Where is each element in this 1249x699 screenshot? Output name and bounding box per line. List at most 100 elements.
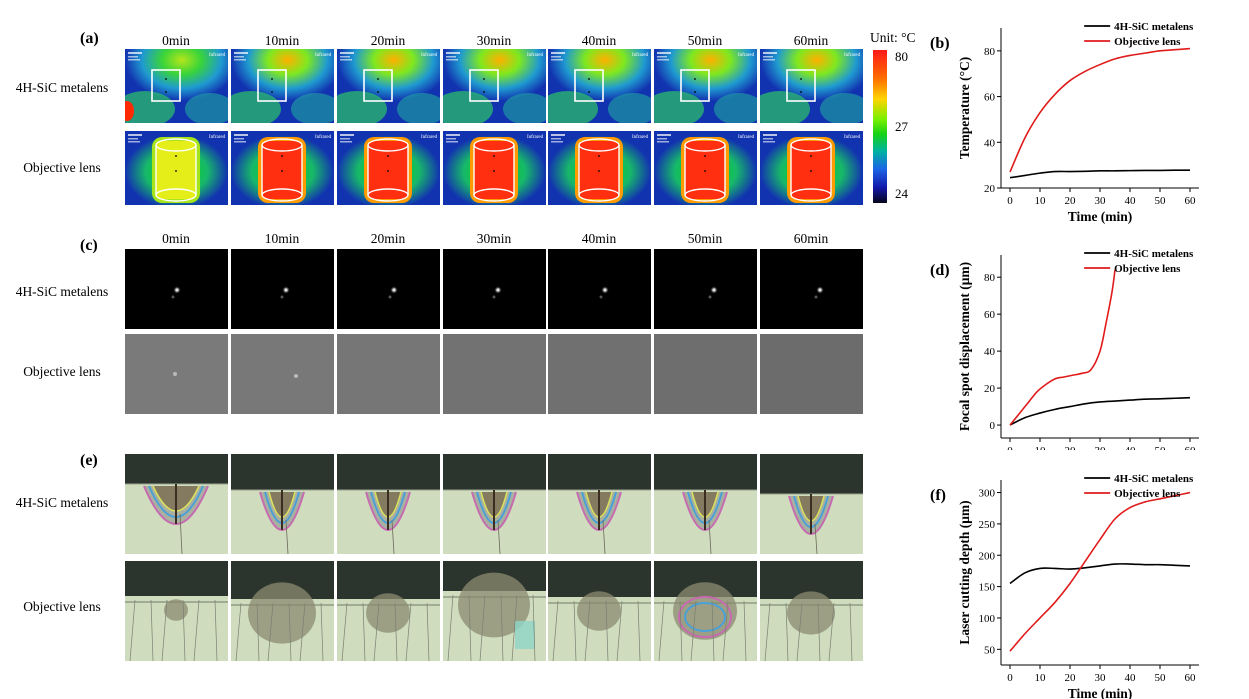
cut-metalens-0 — [125, 454, 228, 554]
y-tick-label: 150 — [979, 582, 996, 594]
svg-text:Infrared: Infrared — [315, 135, 332, 140]
focal-spot-metalens-2 — [337, 249, 440, 329]
colorbar-unit: Unit: °C — [870, 30, 916, 45]
y-tick-label: 80 — [984, 272, 996, 284]
svg-text:Infrared: Infrared — [844, 135, 861, 140]
x-tick-label: 10 — [1035, 195, 1047, 207]
x-tick-label: 0 — [1007, 445, 1013, 450]
svg-text:Infrared: Infrared — [527, 53, 544, 58]
time-label-a-4: 40min — [581, 33, 617, 48]
colorbar-mid: 27 — [895, 119, 908, 134]
series-line-objective — [1009, 47, 1191, 173]
x-tick-label: 50 — [1155, 672, 1167, 684]
time-label-c-1: 10min — [264, 231, 300, 246]
y-tick-label: 20 — [984, 183, 996, 195]
thermal-objective-2: Infrared — [337, 131, 440, 205]
svg-text:Infrared: Infrared — [632, 135, 649, 140]
x-tick-label: 20 — [1065, 445, 1077, 450]
thermal-objective-3: Infrared — [443, 131, 546, 205]
focal-spot-metalens-3 — [443, 249, 546, 329]
focal-spot-metalens-6 — [760, 249, 863, 329]
thermal-objective-5: Infrared — [654, 131, 757, 205]
thermal-metalens-2: Infrared — [337, 49, 440, 123]
chart-cutting-depth: 0 10 20 30 40 50 60 50 100 150 200 250 300 Time (min)… — [930, 473, 1199, 699]
thermal-metalens-1: Infrared — [231, 49, 334, 123]
cut-objective-3 — [443, 561, 546, 661]
x-tick-label: 60 — [1185, 445, 1197, 450]
y-tick-label: 250 — [979, 519, 996, 531]
row-label-c-objective: Objective lens — [23, 364, 101, 379]
y-tick-label: 40 — [984, 346, 996, 358]
legend-entry: 4H-SiC metalens — [1114, 473, 1194, 485]
thermal-metalens-4: Infrared — [548, 49, 651, 123]
time-label-a-1: 10min — [264, 33, 300, 48]
focal-spot-objective-2 — [337, 334, 440, 414]
x-tick-label: 50 — [1155, 445, 1167, 450]
x-tick-label: 60 — [1185, 672, 1197, 684]
cut-metalens-3 — [443, 454, 546, 554]
svg-text:Infrared: Infrared — [315, 53, 332, 58]
x-tick-label: 30 — [1095, 672, 1107, 684]
x-tick-label: 10 — [1035, 445, 1047, 450]
cut-metalens-1 — [231, 454, 334, 554]
y-tick-label: 20 — [984, 383, 996, 395]
cut-metalens-4 — [548, 454, 651, 554]
y-tick-label: 60 — [984, 309, 996, 321]
row-label-e-objective: Objective lens — [23, 599, 101, 614]
y-tick-label: 80 — [984, 46, 996, 58]
x-tick-label: 10 — [1035, 672, 1047, 684]
x-tick-label: 50 — [1155, 195, 1167, 207]
focal-spot-objective-3 — [443, 334, 546, 414]
legend-entry: Objective lens — [1114, 36, 1181, 48]
cut-metalens-5 — [654, 454, 757, 554]
x-tick-label: 30 — [1095, 195, 1107, 207]
panel-label-e: (e) — [80, 452, 98, 469]
legend-entry: Objective lens — [1114, 488, 1181, 500]
time-label-c-4: 40min — [581, 231, 617, 246]
x-axis-title: Time (min) — [1068, 686, 1133, 699]
focal-spot-metalens-5 — [654, 249, 757, 329]
series-line-metalens — [1009, 396, 1191, 426]
chart-focal-displacement: 0102030405060020406080Time (min)Focal sp… — [930, 248, 1199, 450]
cut-objective-5 — [654, 561, 757, 661]
x-tick-label: 0 — [1007, 672, 1013, 684]
time-label-a-3: 30min — [476, 33, 512, 48]
y-tick-label: 300 — [979, 488, 996, 500]
row-label-a-metalens: 4H-SiC metalens — [15, 80, 109, 95]
cut-objective-1 — [231, 561, 334, 661]
y-tick-label: 0 — [990, 420, 996, 432]
time-label-a-0: 0min — [162, 33, 190, 48]
focal-spot-metalens-1 — [231, 249, 334, 329]
panel-label-c: (c) — [80, 237, 98, 254]
thermal-objective-0: Infrared — [125, 131, 228, 205]
series-line-objective — [1009, 269, 1116, 426]
panel-label-a: (a) — [80, 30, 99, 47]
time-label-c-0: 0min — [162, 231, 190, 246]
panel-label: (d) — [930, 262, 950, 279]
time-label-a-6: 60min — [793, 33, 829, 48]
y-tick-label: 50 — [984, 644, 996, 656]
svg-text:Infrared: Infrared — [738, 135, 755, 140]
time-label-a-2: 20min — [370, 33, 406, 48]
x-tick-label: 40 — [1125, 195, 1137, 207]
cut-metalens-2 — [337, 454, 440, 554]
time-label-c-6: 60min — [793, 231, 829, 246]
svg-text:Infrared: Infrared — [632, 53, 649, 58]
row-label-a-objective: Objective lens — [23, 160, 101, 175]
row-label-c-metalens: 4H-SiC metalens — [15, 284, 109, 299]
y-axis-title: Laser cutting depth (μm) — [957, 500, 972, 644]
x-tick-label: 40 — [1125, 672, 1137, 684]
focal-spot-objective-4 — [548, 334, 651, 414]
row-label-e-metalens: 4H-SiC metalens — [15, 495, 109, 510]
x-tick-label: 40 — [1125, 445, 1137, 450]
thermal-metalens-0: Infrared — [125, 49, 228, 123]
y-tick-label: 60 — [984, 92, 996, 104]
focal-spot-objective-6 — [760, 334, 863, 414]
thermal-metalens-3: Infrared — [443, 49, 546, 123]
svg-text:Infrared: Infrared — [527, 135, 544, 140]
series-line-objective — [1009, 491, 1191, 652]
colorbar-min: 24 — [895, 186, 908, 201]
focal-spot-objective-0 — [125, 334, 228, 414]
x-tick-label: 60 — [1185, 195, 1197, 207]
cut-objective-2 — [337, 561, 440, 661]
